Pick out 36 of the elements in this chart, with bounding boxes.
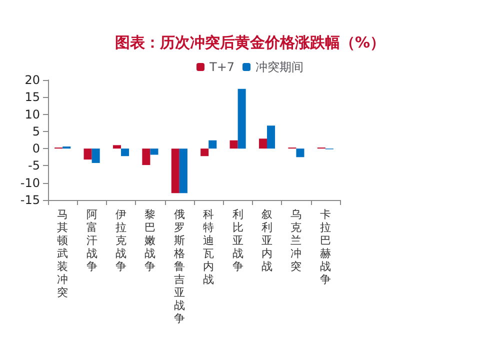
y-tick-label: 15 <box>24 90 40 104</box>
bar <box>179 148 188 194</box>
bar <box>230 140 238 149</box>
bar <box>296 148 304 158</box>
legend-label: 冲突期间 <box>256 60 304 74</box>
x-tick-label: 科特迪瓦内战 <box>203 208 214 286</box>
bar <box>112 145 121 149</box>
bar <box>267 126 276 149</box>
x-tick-label: 卡拉巴赫战争 <box>320 208 331 286</box>
bar <box>121 148 130 156</box>
x-tick-label: 阿富汗战争 <box>86 208 98 273</box>
y-tick-label: 0 <box>32 142 40 156</box>
y-tick-label: -10 <box>20 176 40 190</box>
y-tick-label: 10 <box>24 107 40 122</box>
chart-title: 图表：历次冲突后黄金价格涨跌幅（%） <box>114 34 386 52</box>
x-tick-label: 黎巴嫩战争 <box>144 208 156 273</box>
bar <box>84 148 92 160</box>
bar <box>258 138 267 149</box>
bar <box>142 148 150 166</box>
category-label: 俄罗斯格鲁吉亚战争 <box>174 208 185 325</box>
bar <box>150 148 158 155</box>
x-tick-label: 马其顿武装冲突 <box>57 208 68 299</box>
bar <box>171 148 180 194</box>
legend-label: T+7 <box>208 60 235 74</box>
x-tick-label: 伊拉克战争 <box>116 208 126 273</box>
x-tick-label: 利比亚战争 <box>232 208 244 273</box>
bar <box>200 148 209 156</box>
y-tick-label: 5 <box>32 124 40 138</box>
y-tick-label: 20 <box>24 73 40 87</box>
y-tick-label: -5 <box>28 158 40 173</box>
y-tick-label: -15 <box>20 193 40 207</box>
bar <box>92 148 100 163</box>
bar <box>238 88 246 149</box>
x-tick-label: 叙利亚内战 <box>262 208 272 273</box>
bar <box>208 140 217 149</box>
x-tick-label: 乌克兰冲突 <box>290 208 302 273</box>
